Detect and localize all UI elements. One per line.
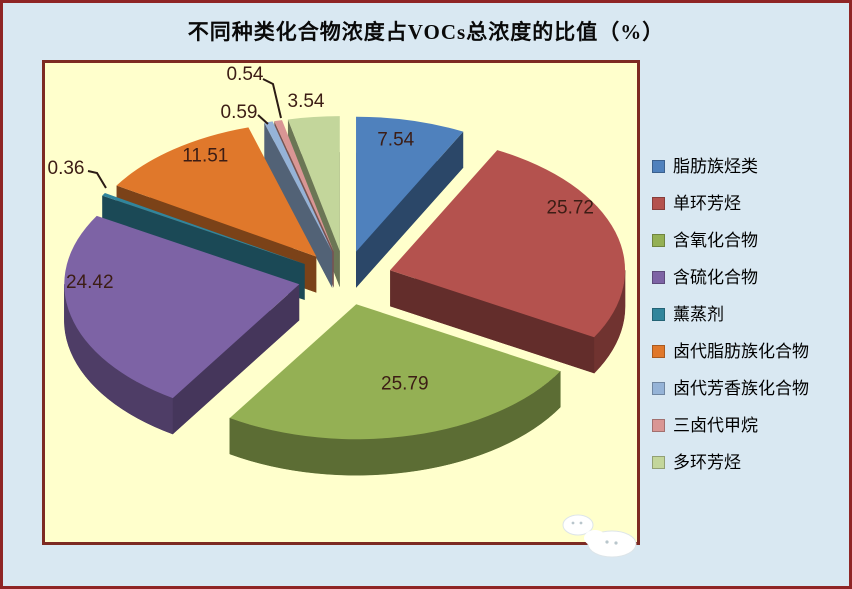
legend-item-0: 脂肪族烃类 (652, 156, 809, 177)
legend-label: 单环芳烃 (673, 194, 741, 213)
plot-area (42, 60, 640, 545)
legend-swatch-icon (652, 308, 665, 321)
legend-label: 多环芳烃 (673, 453, 741, 472)
legend-item-4: 薰蒸剂 (652, 304, 809, 325)
legend-swatch-icon (652, 234, 665, 247)
legend-item-7: 三卤代甲烷 (652, 415, 809, 436)
legend-swatch-icon (652, 271, 665, 284)
legend-item-5: 卤代脂肪族化合物 (652, 341, 809, 362)
legend-item-6: 卤代芳香族化合物 (652, 378, 809, 399)
legend-swatch-icon (652, 419, 665, 432)
legend-label: 脂肪族烃类 (673, 157, 758, 176)
legend: 脂肪族烃类单环芳烃含氧化合物含硫化合物薰蒸剂卤代脂肪族化合物 卤代芳香族化合物 三卤… (652, 156, 809, 473)
legend-item-8: 多环芳烃 (652, 452, 809, 473)
legend-item-2: 含氧化合物 (652, 230, 809, 251)
legend-label: 卤代脂肪族化合物 (673, 342, 809, 361)
legend-label: 薰蒸剂 (673, 305, 724, 324)
legend-label: 三卤代甲烷 (673, 416, 758, 435)
legend-swatch-icon (652, 345, 665, 358)
legend-item-1: 单环芳烃 (652, 193, 809, 214)
legend-swatch-icon (652, 456, 665, 469)
legend-item-3: 含硫化合物 (652, 267, 809, 288)
chart-title: 不同种类化合物浓度占VOCs总浓度的比值（%） (187, 20, 665, 44)
legend-label: 含硫化合物 (673, 268, 758, 287)
legend-label: 卤代芳香族化合物 (673, 379, 809, 398)
legend-label: 含氧化合物 (673, 231, 758, 250)
legend-swatch-icon (652, 160, 665, 173)
legend-swatch-icon (652, 382, 665, 395)
legend-swatch-icon (652, 197, 665, 210)
